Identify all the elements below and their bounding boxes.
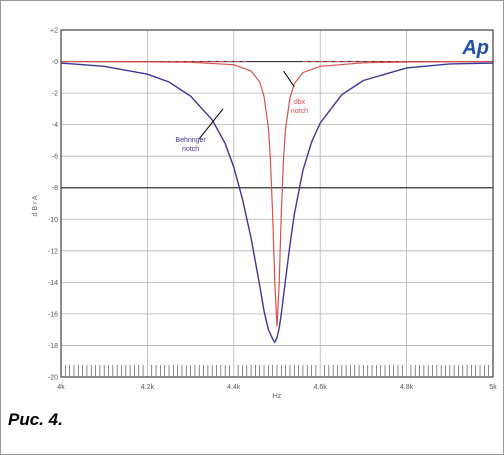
dbx-leader-line (283, 70, 295, 88)
y-tick-label: -2 (52, 91, 58, 98)
y-tick-label: -20 (48, 375, 58, 382)
ap-logo: Ap (461, 37, 489, 59)
behringer-notch-line (60, 62, 494, 344)
y-tick-label: -16 (48, 311, 58, 318)
series-layer (60, 60, 494, 344)
x-axis-label: Hz (273, 393, 282, 400)
y-tick-label: -14 (48, 280, 58, 287)
plot-border (60, 29, 494, 378)
minor-tick-strip (64, 365, 490, 376)
y-tick-label: -0 (52, 59, 58, 66)
axis-tick-labels: 4k 4.2k 4.4k 4.6k 4.8k 5k +2 -0 -2 -4 -6 -8 -10 -12 -1… (48, 28, 497, 392)
y-axis-label: d B r A (32, 195, 39, 216)
x-tick-label: 4.8k (400, 384, 414, 391)
behringer-label: Behringer (175, 137, 206, 144)
figure-caption: Рис. 4. (8, 410, 63, 429)
y-tick-label: -12 (48, 248, 58, 255)
x-tick-label: 4.6k (314, 384, 328, 391)
y-tick-label: +2 (50, 28, 58, 35)
x-tick-label: 4.2k (141, 384, 155, 391)
y-tick-label: -8 (52, 185, 58, 192)
dbx-label: dbx (294, 99, 306, 106)
y-tick-label: -4 (52, 122, 58, 129)
behringer-leader-line (198, 108, 224, 140)
y-tick-label: -18 (48, 343, 58, 350)
annotation-layer: Behringer notch dbx notch (175, 70, 308, 153)
x-tick-label: 4.4k (227, 384, 241, 391)
y-tick-label: -6 (52, 154, 58, 161)
x-tick-label: 5k (489, 384, 497, 391)
x-tick-label: 4k (57, 384, 65, 391)
y-tick-label: -10 (48, 217, 58, 224)
dbx-notch-line (60, 60, 494, 327)
dbx-label: notch (291, 108, 308, 115)
behringer-label: notch (182, 146, 199, 153)
